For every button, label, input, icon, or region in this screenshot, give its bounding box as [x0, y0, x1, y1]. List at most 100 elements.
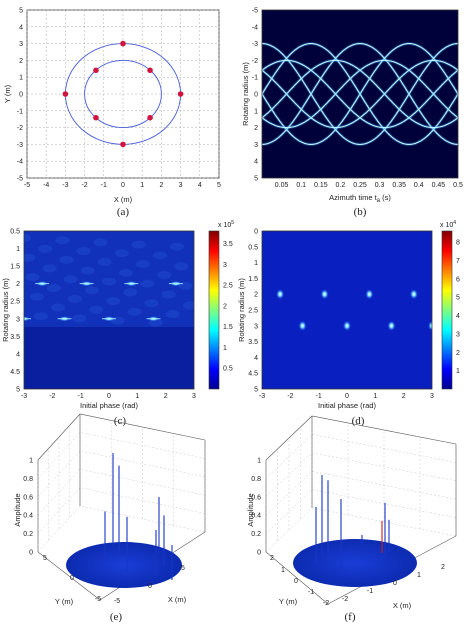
colorbar-tick-label: 4 [456, 313, 460, 320]
scatter-point [62, 91, 69, 97]
colorbar-tick-label: 2 [223, 303, 227, 310]
panel-c-x-label: Initial phase (rad) [80, 401, 138, 410]
panel-d: -3 -2 -1 0 1 2 3 0 0.5 1 1.5 2 2.5 3 3.5 4 4.5 5 Initial… [237, 220, 460, 410]
z-tick-label: 1 [29, 458, 33, 465]
y-tick-label: 3 [16, 316, 20, 323]
scatter-point [120, 40, 126, 47]
box-edge [37, 440, 206, 601]
panel-f-y-tick: 1 [281, 567, 285, 574]
panel-d-colorbar-exponent: x 104 [440, 220, 456, 229]
heatmap-texture [55, 236, 70, 245]
panel-e-z-ticks: 0 0.2 0.4 0.6 0.8 1 [23, 458, 33, 557]
panel-e-x-tick: 0 [148, 583, 152, 590]
heatmap-texture [63, 275, 78, 284]
panel-f-x-tick: -2 [342, 596, 348, 603]
y-tick-label: 2 [16, 281, 20, 288]
colorbar-tick-label: 1 [223, 345, 227, 352]
heatmap-texture [93, 238, 108, 247]
y-tick-label: 3 [254, 323, 258, 330]
y-tick-label: 5 [254, 387, 258, 394]
x-tick-label: -2 [287, 393, 293, 400]
heatmap-texture [46, 283, 61, 292]
caption-a: (a) [117, 206, 130, 218]
x-tick-label: 5 [217, 182, 221, 189]
x-tick-label: -1 [101, 182, 107, 189]
heatmap-texture [136, 260, 150, 269]
y-tick-label: -2 [17, 125, 23, 132]
panel-d-background [262, 231, 432, 389]
panel-c-colorbar-exponent: x 105 [218, 220, 234, 229]
heatmap-peak [387, 320, 396, 331]
grid-line [37, 432, 206, 479]
z-tick-label: 0.8 [23, 476, 33, 483]
grid-line [37, 505, 206, 553]
panel-c-peaks [24, 281, 183, 322]
panel-c-colorbar [208, 230, 220, 390]
panel-c-x-ticks: -3 -2 -1 0 1 2 3 [21, 393, 196, 400]
panel-f-y-tick: 2 [270, 555, 274, 562]
y-tick-label: 1 [254, 108, 258, 115]
y-tick-label: 4.5 [248, 371, 258, 378]
heatmap-texture [68, 294, 82, 303]
z-tick-label: 0.4 [251, 513, 261, 520]
y-tick-label: 3.5 [10, 334, 20, 341]
colorbar-tick-label: 2.5 [223, 283, 233, 290]
box-edge [265, 444, 457, 605]
x-tick-label: -1 [78, 393, 84, 400]
heatmap-texture [131, 240, 146, 249]
colorbar-tick-label: 3.5 [223, 241, 233, 248]
y-tick-label: 0 [254, 229, 258, 236]
colorbar-tick-label: 2 [456, 350, 460, 357]
x-tick-label: 0 [345, 393, 349, 400]
heatmap-peak [320, 289, 329, 300]
heatmap-texture [25, 273, 40, 282]
scatter-point [93, 67, 99, 74]
z-tick-label: 0 [257, 550, 261, 557]
heatmap-peak [276, 289, 285, 300]
panel-e-stems [104, 453, 173, 580]
y-tick-label: 1 [254, 260, 258, 267]
grid-line [37, 450, 206, 497]
panel-e-z-label: Amplitude [13, 493, 22, 526]
panel-e-y-label: Y (m) [55, 597, 74, 606]
x-tick-label: 4 [198, 182, 202, 189]
panel-b: 0.05 0.1 0.15 0.2 0.25 0.3 0.35 0.4 0.45 0.5 -5 -4… [241, 8, 463, 205]
x-tick-label: 0.05 [275, 182, 289, 189]
heatmap-texture [97, 257, 112, 266]
heatmap-texture [102, 277, 116, 286]
panel-a-y-label: Y (m) [3, 84, 12, 103]
panel-f-x-tick: -1 [367, 588, 373, 595]
panel-d-y-label: Rotating radius (m) [237, 278, 246, 342]
y-tick-label: -5 [252, 8, 258, 15]
y-tick-label: 0.5 [248, 244, 258, 251]
y-tick-label: 2 [19, 58, 23, 65]
panel-e: 0 0.2 0.4 0.6 0.8 1 5 0 -5 -5 0 5 Amplitude Y… [13, 413, 206, 606]
z-tick-label: 0.4 [23, 513, 33, 520]
panel-f-stems [315, 475, 390, 568]
y-tick-label: 1 [19, 75, 23, 82]
panel-f-y-tick: 0 [294, 578, 298, 585]
colorbar-tick-label: 6 [456, 276, 460, 283]
y-tick-label: 1 [16, 246, 20, 253]
heatmap-texture [34, 312, 48, 321]
z-tick-label: 0.2 [23, 531, 33, 538]
y-tick-label: -4 [252, 24, 258, 31]
x-tick-label: 0 [107, 393, 111, 400]
y-tick-label: -1 [252, 75, 258, 82]
y-tick-label: -2 [252, 58, 258, 65]
heatmap-texture [170, 242, 184, 251]
heatmap-texture [29, 292, 44, 301]
z-tick-label: 0.2 [251, 531, 261, 538]
panel-b-curves [262, 42, 458, 146]
heatmap-texture [51, 303, 65, 312]
x-tick-label: -4 [43, 182, 49, 189]
heatmap-texture [106, 297, 121, 306]
grid-line [37, 487, 206, 534]
panel-f-disk [293, 539, 417, 587]
panel-d-x-ticks: -3 -2 -1 0 1 2 3 [259, 393, 434, 400]
y-tick-label: -4 [17, 159, 23, 166]
x-tick-label: -3 [259, 393, 265, 400]
heatmap-texture [127, 307, 142, 316]
